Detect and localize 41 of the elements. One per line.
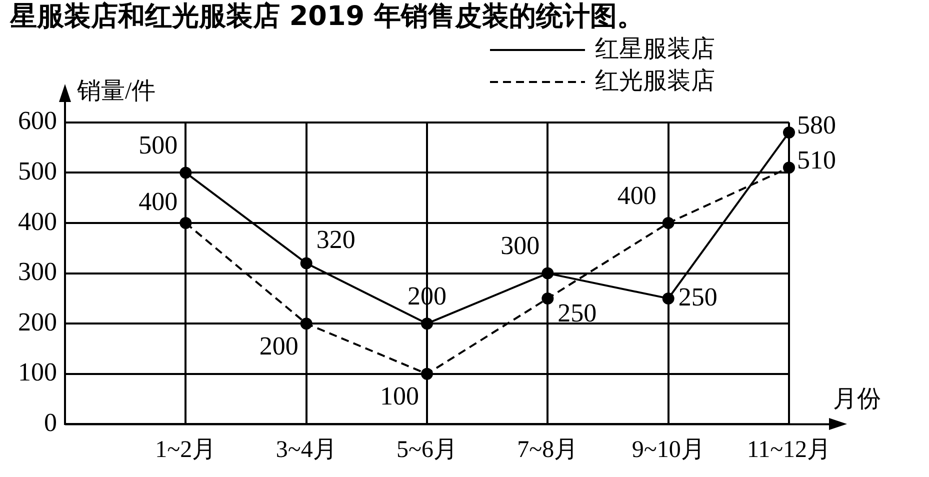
point (783, 126, 795, 138)
y-tick-label: 400 (18, 206, 57, 236)
point (542, 292, 554, 304)
data-label: 400 (617, 180, 656, 210)
point (300, 318, 312, 330)
data-label: 250 (678, 282, 718, 312)
point (783, 162, 795, 174)
data-label: 300 (500, 231, 540, 260)
data-label: 200 (259, 331, 298, 360)
x-tick-label: 3~4月 (276, 436, 337, 463)
point (421, 318, 433, 330)
point (542, 267, 554, 280)
data-label: 320 (316, 225, 356, 254)
x-axis-title: 月份 (833, 386, 881, 412)
point (421, 368, 433, 380)
x-tick-label: 11~12月 (746, 436, 832, 463)
y-tick-label: 200 (18, 307, 57, 336)
x-tick-label: 1~2月 (155, 436, 216, 463)
data-label: 510 (797, 146, 836, 174)
y-tick-label: 600 (18, 106, 57, 136)
point (300, 257, 312, 270)
point (180, 217, 192, 229)
data-label: 580 (797, 110, 836, 140)
data-label: 500 (138, 130, 178, 160)
x-tick-label: 5~6月 (396, 436, 458, 463)
point (180, 166, 192, 179)
y-tick-label: 500 (18, 156, 57, 186)
chart-title: 星服装店和红光服装店 2019 年销售皮装的统计图。 (9, 1, 644, 32)
legend-label: 红光服装店 (595, 67, 715, 94)
point (662, 217, 674, 229)
y-axis-title: 销量/件 (76, 78, 156, 105)
legend-label: 红星服装店 (595, 35, 715, 62)
y-tick-label: 300 (18, 257, 57, 286)
data-label: 100 (380, 382, 419, 411)
point (662, 292, 674, 304)
data-label: 250 (558, 298, 597, 328)
x-tick-label: 7~8月 (517, 436, 578, 463)
y-tick-label: 100 (18, 358, 57, 387)
y-tick-label: 0 (44, 408, 57, 438)
data-label: 400 (138, 186, 178, 216)
x-tick-label: 9~10月 (632, 436, 705, 463)
